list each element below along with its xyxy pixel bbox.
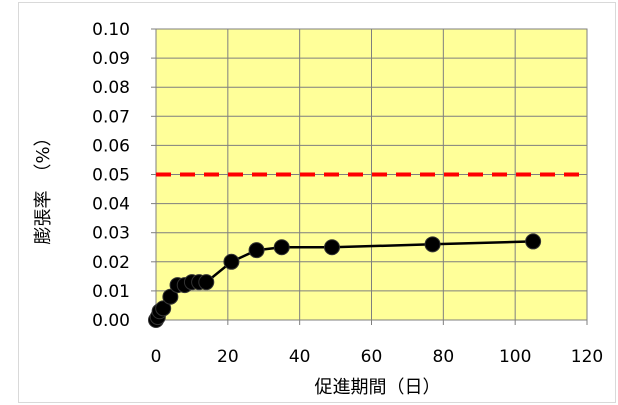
y-tick-labels: 0.00 0.01 0.02 0.03 0.04 0.05 0.06 0.07 0.08 0.09… (92, 20, 130, 331)
y-tick-label: 0.01 (92, 282, 130, 302)
data-point (525, 233, 542, 250)
y-tick-label: 0.02 (92, 253, 130, 273)
y-tick-label: 0.09 (92, 49, 130, 69)
data-point (155, 300, 172, 317)
data-point (424, 236, 441, 253)
series-layer (148, 233, 542, 328)
x-tick-label: 80 (433, 347, 455, 367)
y-axis-title: 膨張率 （%） (33, 128, 54, 244)
y-tick-label: 0.07 (92, 107, 130, 127)
x-axis-title: 促進期間（日） (315, 377, 441, 398)
data-point (323, 239, 340, 256)
x-tick-label: 0 (151, 347, 162, 367)
x-tick-label: 20 (217, 347, 239, 367)
y-tick-label: 0.08 (92, 78, 130, 98)
data-point (273, 239, 290, 256)
x-tick-label: 40 (289, 347, 311, 367)
y-tick-label: 0.05 (92, 166, 130, 186)
data-point (223, 253, 240, 270)
data-point (198, 274, 215, 291)
x-tick-labels: 0 20 40 60 80 100 120 (151, 347, 604, 367)
y-tick-label: 0.04 (92, 195, 130, 215)
data-point (248, 242, 265, 259)
x-tick-label: 60 (361, 347, 383, 367)
y-tick-label: 0.06 (92, 136, 130, 156)
y-tick-label: 0.10 (92, 20, 130, 40)
y-tick-label: 0.03 (92, 224, 130, 244)
x-tick-label: 120 (571, 347, 603, 367)
data-point (162, 288, 179, 305)
y-tick-label: 0.00 (92, 311, 130, 331)
x-tick-label: 100 (499, 347, 531, 367)
